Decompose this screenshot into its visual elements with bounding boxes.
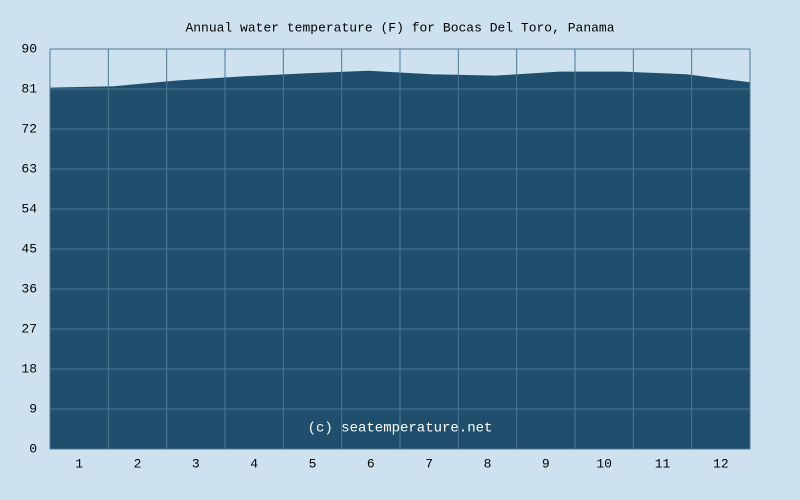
x-tick-label: 7	[425, 456, 433, 471]
x-tick-label: 5	[309, 456, 317, 471]
x-tick-label: 11	[655, 456, 671, 471]
y-tick-label: 81	[21, 81, 37, 96]
x-tick-label: 8	[484, 456, 492, 471]
x-tick-label: 2	[134, 456, 142, 471]
y-tick-label: 72	[21, 121, 37, 136]
x-tick-label: 3	[192, 456, 200, 471]
y-tick-label: 9	[29, 401, 37, 416]
chart-title: Annual water temperature (F) for Bocas D…	[185, 20, 614, 35]
x-tick-label: 1	[75, 456, 83, 471]
y-tick-label: 63	[21, 161, 37, 176]
annotation: (c) seatemperature.net	[308, 421, 493, 437]
x-tick-label: 4	[250, 456, 258, 471]
x-tick-label: 9	[542, 456, 550, 471]
y-tick-label: 0	[29, 441, 37, 456]
y-tick-label: 27	[21, 321, 37, 336]
x-tick-label: 10	[596, 456, 612, 471]
x-tick-label: 6	[367, 456, 375, 471]
x-tick-label: 12	[713, 456, 729, 471]
y-tick-label: 18	[21, 361, 37, 376]
y-tick-label: 45	[21, 241, 37, 256]
y-tick-label: 90	[21, 41, 37, 56]
y-tick-label: 36	[21, 281, 37, 296]
y-tick-label: 54	[21, 201, 37, 216]
